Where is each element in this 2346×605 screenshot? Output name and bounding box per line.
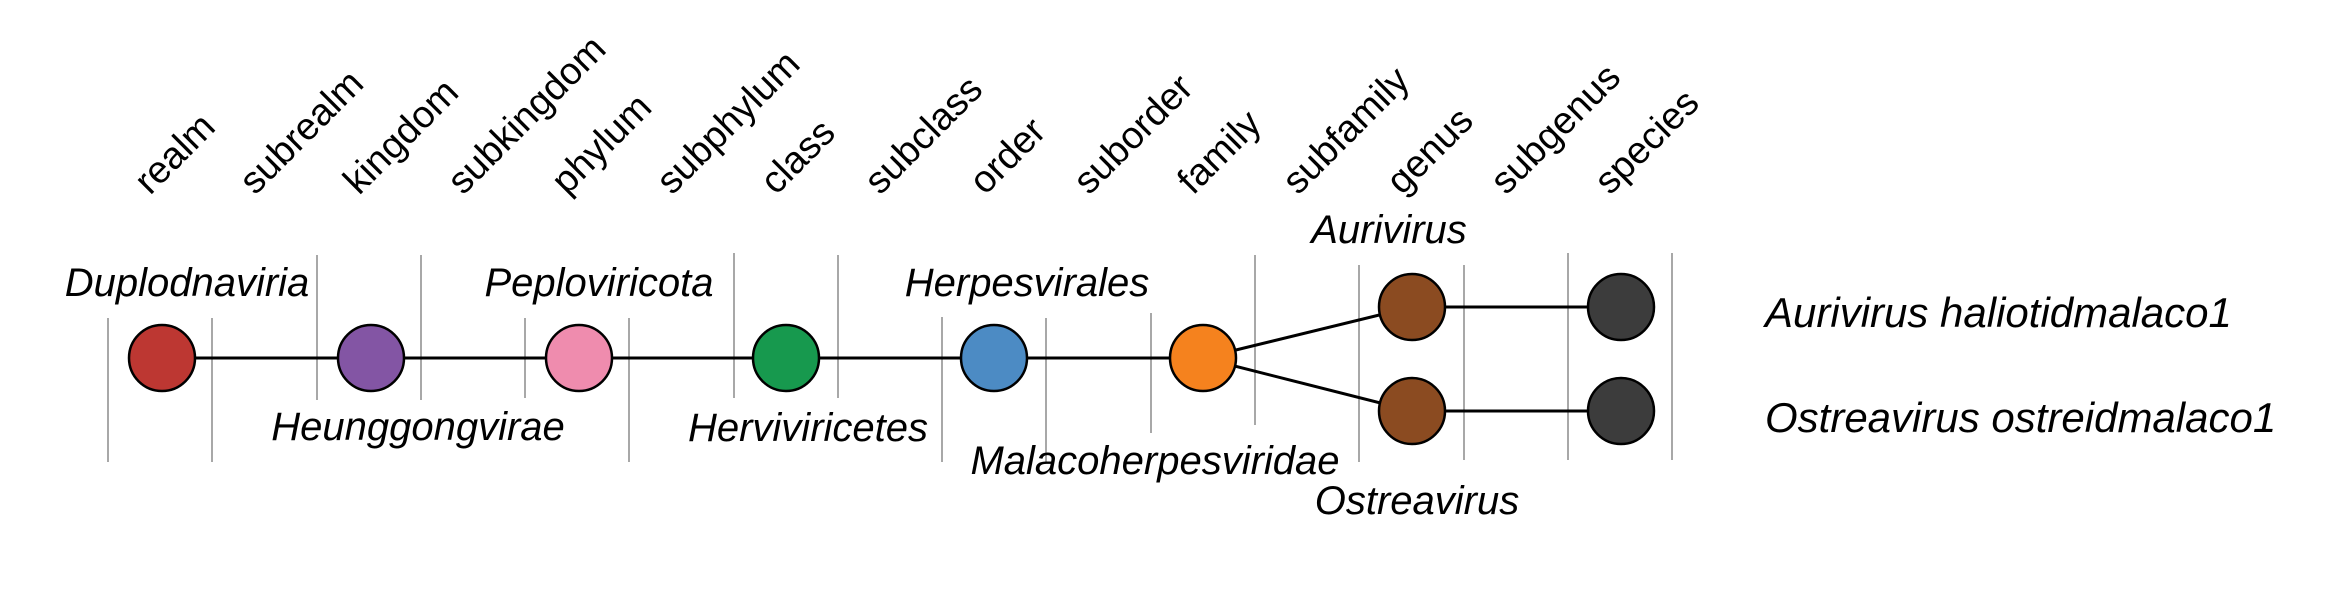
lineage-edge-1 — [1202, 305, 1413, 360]
taxon-label-aurivirus: Aurivirus — [1309, 208, 1467, 252]
taxon-label-ostreavirus: Ostreavirus — [1315, 479, 1520, 523]
node-genus-aurivirus — [1377, 272, 1447, 342]
species-label-0: Aurivirus haliotidmalaco1 — [1762, 289, 2232, 336]
taxon-label-malacoherpesviridae: Malacoherpesviridae — [970, 439, 1339, 483]
taxon-label-duplodnaviria: Duplodnaviria — [65, 261, 310, 305]
taxon-label-heunggongvirae: Heunggongvirae — [271, 405, 565, 449]
node-species-ostreavirus-ostreidmalaco1 — [1586, 376, 1656, 446]
lineage-edge-2 — [1202, 356, 1413, 413]
node-species-aurivirus-haliotidmalaco1 — [1586, 272, 1656, 342]
node-phylum-peploviricota — [544, 323, 614, 393]
node-class-herviviricetes — [751, 323, 821, 393]
node-kingdom-heunggongvirae — [336, 323, 406, 393]
node-order-herpesvirales — [959, 323, 1029, 393]
taxon-label-herviviricetes: Herviviricetes — [688, 406, 928, 450]
node-genus-ostreavirus — [1377, 376, 1447, 446]
node-realm-duplodnaviria — [127, 323, 197, 393]
species-label-1: Ostreavirus ostreidmalaco1 — [1765, 394, 2276, 441]
taxon-label-herpesvirales: Herpesvirales — [905, 261, 1150, 305]
taxon-label-peploviricota: Peploviricota — [484, 261, 713, 305]
node-family-malacoherpesviridae — [1168, 323, 1238, 393]
